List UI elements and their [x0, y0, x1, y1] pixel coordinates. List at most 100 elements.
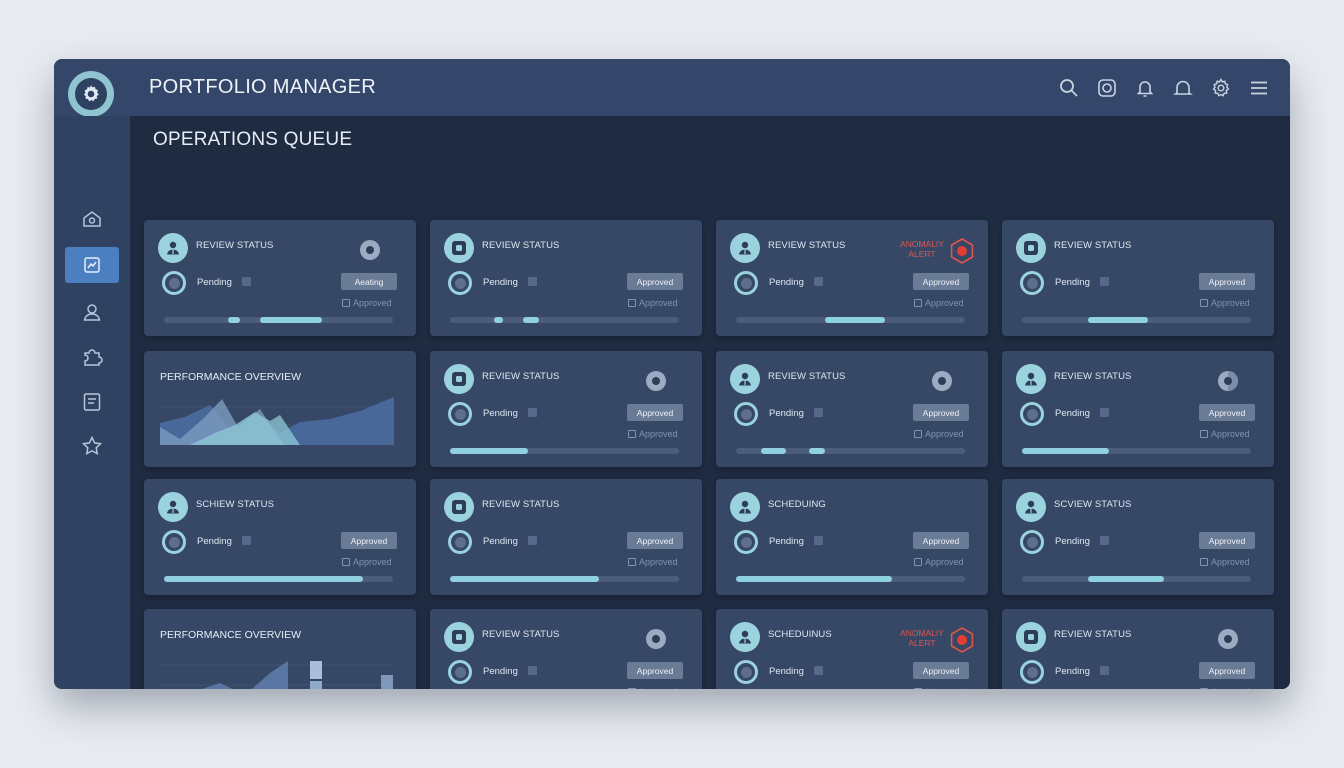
approved-checkbox[interactable]: Approved	[1200, 557, 1250, 567]
approved-label: Approved	[1211, 429, 1250, 439]
checkbox-icon	[1200, 299, 1208, 307]
review-card[interactable]: REVIEW STATUS Pending Approved Approved	[1002, 609, 1274, 689]
status-button[interactable]: Approved	[1199, 404, 1255, 421]
pending-checkbox[interactable]	[814, 408, 823, 417]
radio-ring-icon[interactable]	[1020, 402, 1044, 426]
status-dot-icon	[360, 240, 380, 260]
approved-checkbox[interactable]: Approved	[1200, 429, 1250, 439]
pending-checkbox[interactable]	[814, 536, 823, 545]
radio-ring-icon[interactable]	[734, 271, 758, 295]
review-card[interactable]: SCHIEW STATUS Pending Approved Approved	[144, 479, 416, 595]
bell-icon[interactable]	[1132, 75, 1158, 101]
card-title: REVIEW STATUS	[1054, 629, 1132, 640]
radio-ring-icon[interactable]	[162, 530, 186, 554]
radio-ring-icon[interactable]	[448, 530, 472, 554]
pending-checkbox[interactable]	[528, 277, 537, 286]
anomaly-alert[interactable]: ANOMALIY ALERT	[897, 238, 974, 264]
alert-label: ANOMALIY ALERT	[900, 628, 944, 648]
sidebar-item-reports[interactable]	[65, 384, 119, 420]
status-button[interactable]: Approved	[913, 404, 969, 421]
approved-checkbox[interactable]: Approved	[914, 687, 964, 689]
card-title: REVIEW STATUS	[768, 371, 846, 382]
approved-checkbox[interactable]: Approved	[628, 557, 678, 567]
status-button[interactable]: Approved	[1199, 662, 1255, 679]
menu-icon[interactable]	[1246, 75, 1272, 101]
status-button[interactable]: Approved	[627, 662, 683, 679]
pending-checkbox[interactable]	[1100, 666, 1109, 675]
status-button[interactable]: Approved	[913, 662, 969, 679]
pending-label: Pending	[483, 408, 518, 419]
sidebar-item-dashboard[interactable]	[65, 247, 119, 283]
approved-checkbox[interactable]: Approved	[628, 429, 678, 439]
status-button[interactable]: Approved	[627, 273, 683, 290]
radio-ring-icon[interactable]	[734, 402, 758, 426]
pending-checkbox[interactable]	[242, 536, 251, 545]
pending-checkbox[interactable]	[1100, 536, 1109, 545]
radio-ring-icon[interactable]	[1020, 530, 1044, 554]
pending-checkbox[interactable]	[814, 666, 823, 675]
review-card[interactable]: REVIEW STATUS Pending Approved Approved	[1002, 351, 1274, 467]
pending-checkbox[interactable]	[1100, 277, 1109, 286]
radio-ring-icon[interactable]	[162, 271, 186, 295]
review-card[interactable]: SCHEDUINUS ANOMALIY ALERT Pending Approved A…	[716, 609, 988, 689]
approved-checkbox[interactable]: Approved	[342, 298, 392, 308]
status-button[interactable]: Approved	[1199, 273, 1255, 290]
sidebar-item-modules[interactable]	[65, 339, 119, 375]
approved-checkbox[interactable]: Approved	[628, 298, 678, 308]
alert-label: ANOMALIY ALERT	[900, 239, 944, 259]
radio-ring-icon[interactable]	[1020, 271, 1044, 295]
sidebar-item-favorites[interactable]	[65, 428, 119, 464]
status-button[interactable]: Approved	[913, 532, 969, 549]
pending-checkbox[interactable]	[528, 666, 537, 675]
status-dot-icon	[1218, 629, 1238, 649]
approved-checkbox[interactable]: Approved	[1200, 298, 1250, 308]
approved-checkbox[interactable]: Approved	[914, 298, 964, 308]
pending-checkbox[interactable]	[242, 277, 251, 286]
review-card[interactable]: REVIEW STATUS Pending Approved Approved	[430, 479, 702, 595]
review-card[interactable]: REVIEW STATUS ANOMALIY ALERT Pending Approv…	[716, 220, 988, 336]
status-button[interactable]: Approved	[341, 532, 397, 549]
radio-ring-icon[interactable]	[448, 660, 472, 684]
review-card[interactable]: REVIEW STATUS Pending Approved Approved	[430, 609, 702, 689]
review-card[interactable]: REVIEW STATUS Pending Aeating Approved	[144, 220, 416, 336]
radio-ring-icon[interactable]	[448, 402, 472, 426]
review-card[interactable]: REVIEW STATUS Pending Approved Approved	[1002, 220, 1274, 336]
gear-icon[interactable]	[1208, 75, 1234, 101]
review-card[interactable]: SCHEDUING Pending Approved Approved	[716, 479, 988, 595]
anomaly-alert[interactable]: ANOMALIY ALERT	[897, 627, 974, 653]
radio-ring-icon[interactable]	[1020, 660, 1044, 684]
status-button[interactable]: Aeating	[341, 273, 397, 290]
approved-checkbox[interactable]: Approved	[1200, 687, 1250, 689]
review-card[interactable]: SCVIEW STATUS Pending Approved Approved	[1002, 479, 1274, 595]
approved-checkbox[interactable]: Approved	[914, 429, 964, 439]
review-card[interactable]: REVIEW STATUS Pending Approved Approved	[430, 351, 702, 467]
square-icon	[444, 364, 474, 394]
progress-track	[450, 317, 679, 323]
sidebar-item-users[interactable]	[65, 294, 119, 330]
search-icon[interactable]	[1056, 75, 1082, 101]
pending-label: Pending	[197, 536, 232, 547]
approved-checkbox[interactable]: Approved	[342, 557, 392, 567]
radio-ring-icon[interactable]	[448, 271, 472, 295]
radio-ring-icon[interactable]	[734, 660, 758, 684]
approved-checkbox[interactable]: Approved	[914, 557, 964, 567]
status-button[interactable]: Approved	[913, 273, 969, 290]
radio-ring-icon[interactable]	[734, 530, 758, 554]
pending-checkbox[interactable]	[1100, 408, 1109, 417]
pending-label: Pending	[769, 277, 804, 288]
status-button[interactable]: Approved	[1199, 532, 1255, 549]
progress-fill	[761, 448, 787, 454]
notification-icon[interactable]	[1170, 75, 1196, 101]
camera-icon[interactable]	[1094, 75, 1120, 101]
status-button[interactable]: Approved	[627, 404, 683, 421]
review-card[interactable]: REVIEW STATUS Pending Approved Approved	[716, 351, 988, 467]
pending-checkbox[interactable]	[814, 277, 823, 286]
pending-checkbox[interactable]	[528, 536, 537, 545]
sidebar-item-home[interactable]	[65, 201, 119, 237]
pending-label: Pending	[483, 536, 518, 547]
app-logo[interactable]	[68, 71, 114, 117]
pending-checkbox[interactable]	[528, 408, 537, 417]
review-card[interactable]: REVIEW STATUS Pending Approved Approved	[430, 220, 702, 336]
approved-checkbox[interactable]: Approved	[628, 687, 678, 689]
status-button[interactable]: Approved	[627, 532, 683, 549]
